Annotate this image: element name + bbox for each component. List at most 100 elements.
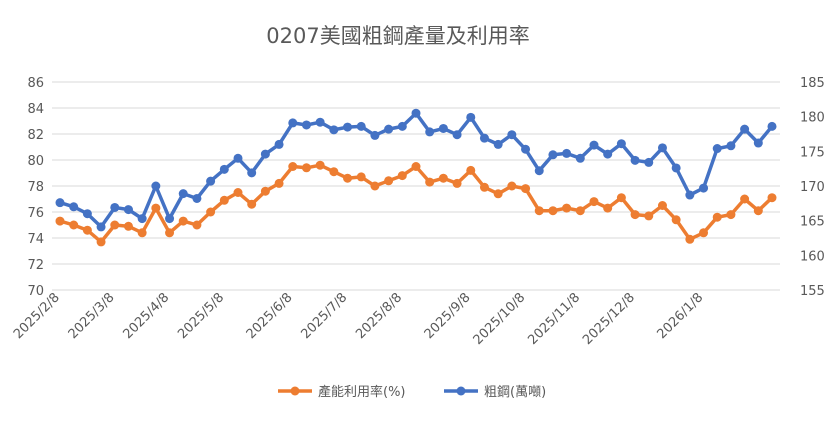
data-point-crude-steel: [699, 183, 709, 193]
data-point-crude-steel: [726, 141, 736, 151]
data-point-crude-steel: [96, 222, 106, 232]
data-point-crude-steel: [438, 123, 448, 133]
data-point-crude-steel: [671, 163, 681, 173]
data-point-utilization: [452, 178, 462, 188]
data-point-crude-steel: [178, 189, 188, 199]
left-tick-label: 74: [27, 232, 44, 247]
data-point-utilization: [753, 206, 763, 216]
data-point-crude-steel: [82, 209, 92, 219]
left-tick-label: 86: [27, 76, 44, 91]
data-point-crude-steel: [767, 121, 777, 131]
data-point-crude-steel: [493, 139, 503, 149]
data-point-utilization: [206, 207, 216, 217]
data-point-utilization: [589, 197, 599, 207]
data-point-utilization: [384, 176, 394, 186]
data-point-utilization: [96, 237, 106, 247]
data-point-crude-steel: [521, 144, 531, 154]
legend-label-utilization: 產能利用率(%): [318, 384, 406, 400]
left-tick-label: 80: [27, 154, 44, 169]
data-point-utilization: [329, 167, 339, 177]
data-point-crude-steel: [657, 143, 667, 153]
data-point-crude-steel: [616, 139, 626, 149]
data-point-crude-steel: [479, 133, 489, 143]
left-tick-label: 76: [27, 206, 44, 221]
right-tick-label: 155: [800, 284, 825, 299]
data-point-crude-steel: [165, 214, 175, 224]
data-point-crude-steel: [206, 176, 216, 186]
left-axis: 70 72 74 76 78 80 82 84 86: [27, 76, 44, 299]
data-point-crude-steel: [575, 153, 585, 163]
data-point-utilization: [740, 194, 750, 204]
data-point-utilization: [274, 178, 284, 188]
data-point-crude-steel: [685, 190, 695, 200]
data-point-utilization: [178, 216, 188, 226]
data-point-crude-steel: [343, 122, 353, 132]
data-point-utilization: [466, 165, 476, 175]
left-tick-label: 78: [27, 180, 44, 195]
legend-label-crude-steel: 粗鋼(萬噸): [484, 385, 546, 400]
data-point-crude-steel: [548, 150, 558, 160]
data-point-utilization: [151, 203, 161, 213]
data-point-crude-steel: [356, 121, 366, 131]
data-point-utilization: [411, 162, 421, 171]
legend-marker-crude-steel: [456, 386, 466, 396]
data-point-crude-steel: [589, 140, 599, 150]
data-point-crude-steel: [219, 164, 229, 174]
data-point-crude-steel: [192, 193, 202, 203]
data-point-utilization: [479, 182, 489, 192]
data-point-utilization: [726, 210, 736, 220]
right-tick-label: 175: [800, 145, 825, 160]
series-crude-steel: [55, 108, 777, 232]
data-point-utilization: [616, 193, 626, 203]
right-tick-label: 185: [800, 76, 825, 91]
data-point-utilization: [712, 212, 722, 222]
data-point-crude-steel: [69, 202, 79, 212]
data-point-utilization: [343, 173, 353, 183]
series-utilization: [55, 160, 777, 247]
data-point-crude-steel: [247, 168, 257, 178]
legend-item-crude-steel: 粗鋼(萬噸): [444, 385, 546, 400]
data-point-utilization: [575, 206, 585, 216]
data-point-utilization: [767, 193, 777, 203]
data-point-crude-steel: [110, 202, 120, 212]
series-layer: [55, 108, 777, 247]
data-point-utilization: [630, 210, 640, 220]
left-tick-label: 70: [27, 284, 44, 299]
right-tick-label: 165: [800, 215, 825, 230]
data-point-utilization: [644, 211, 654, 221]
right-tick-label: 160: [800, 249, 825, 264]
data-point-crude-steel: [55, 198, 65, 208]
data-point-utilization: [315, 160, 325, 170]
data-point-utilization: [548, 206, 558, 216]
data-point-crude-steel: [288, 118, 298, 128]
data-point-crude-steel: [315, 117, 325, 127]
data-point-utilization: [110, 220, 120, 230]
left-tick-label: 72: [27, 258, 44, 273]
legend: 產能利用率(%) 粗鋼(萬噸): [278, 384, 546, 400]
data-point-crude-steel: [370, 130, 380, 140]
data-point-crude-steel: [740, 124, 750, 134]
data-point-utilization: [534, 206, 544, 216]
data-point-utilization: [671, 215, 681, 225]
data-point-utilization: [356, 172, 366, 182]
data-point-crude-steel: [534, 166, 544, 176]
right-axis: 155 160 165 170 175 180 185: [800, 76, 825, 299]
data-point-crude-steel: [123, 205, 133, 215]
data-point-crude-steel: [507, 130, 517, 140]
data-point-crude-steel: [411, 108, 421, 118]
data-point-utilization: [425, 177, 435, 187]
data-point-utilization: [397, 171, 407, 181]
data-point-utilization: [685, 234, 695, 244]
data-point-utilization: [55, 216, 65, 226]
data-point-utilization: [657, 201, 667, 210]
data-point-utilization: [137, 228, 147, 238]
data-point-utilization: [699, 228, 709, 238]
chart-title: 0207美國粗鋼產量及利用率: [266, 24, 529, 48]
data-point-crude-steel: [630, 155, 640, 165]
data-point-utilization: [507, 181, 517, 191]
data-point-crude-steel: [274, 139, 284, 149]
data-point-crude-steel: [712, 144, 722, 154]
data-point-crude-steel: [562, 148, 572, 158]
data-point-crude-steel: [137, 214, 147, 224]
